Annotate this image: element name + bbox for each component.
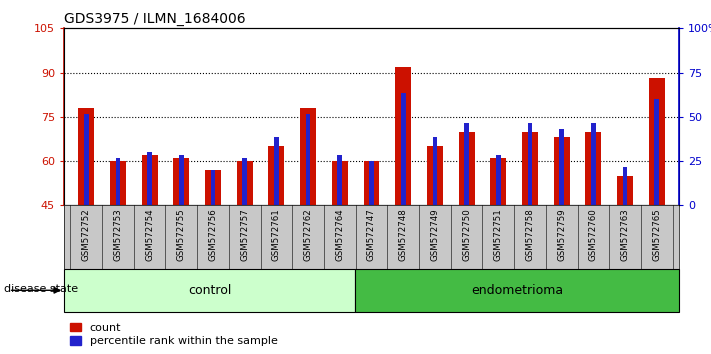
Text: GSM572764: GSM572764 — [336, 209, 344, 261]
Bar — [274, 137, 279, 205]
Text: GSM572761: GSM572761 — [272, 209, 281, 261]
Text: GSM572752: GSM572752 — [82, 209, 91, 261]
Bar — [332, 161, 348, 205]
Bar — [210, 170, 215, 205]
Bar — [617, 176, 633, 205]
Bar — [491, 158, 506, 205]
Bar — [173, 158, 189, 205]
Bar — [496, 155, 501, 205]
Bar — [84, 114, 89, 205]
Bar — [522, 132, 538, 205]
Bar — [269, 146, 284, 205]
Text: GSM572760: GSM572760 — [589, 209, 598, 261]
Text: endometrioma: endometrioma — [471, 284, 563, 297]
Text: GSM572747: GSM572747 — [367, 209, 376, 261]
Bar — [300, 108, 316, 205]
Bar — [369, 161, 374, 205]
Bar — [560, 129, 564, 205]
Bar — [528, 123, 533, 205]
Bar — [464, 123, 469, 205]
Bar — [110, 161, 126, 205]
Text: GDS3975 / ILMN_1684006: GDS3975 / ILMN_1684006 — [64, 12, 245, 26]
Bar — [115, 158, 120, 205]
Bar — [141, 155, 158, 205]
Bar — [205, 170, 221, 205]
Bar — [64, 269, 356, 312]
Text: GSM572751: GSM572751 — [494, 209, 503, 261]
Text: GSM572763: GSM572763 — [621, 209, 630, 261]
Bar — [395, 67, 411, 205]
Bar — [591, 123, 596, 205]
Text: GSM572759: GSM572759 — [557, 209, 566, 261]
Bar — [459, 132, 474, 205]
Text: GSM572758: GSM572758 — [525, 209, 535, 261]
Bar — [623, 167, 628, 205]
Bar — [338, 155, 342, 205]
Bar — [554, 137, 570, 205]
Text: GSM572748: GSM572748 — [399, 209, 407, 261]
Text: GSM572749: GSM572749 — [430, 209, 439, 261]
Legend: count, percentile rank within the sample: count, percentile rank within the sample — [70, 323, 277, 346]
Bar — [237, 161, 252, 205]
Bar — [654, 99, 659, 205]
Text: GSM572762: GSM572762 — [304, 209, 313, 261]
Bar — [401, 93, 405, 205]
Text: GSM572765: GSM572765 — [652, 209, 661, 261]
Text: GSM572757: GSM572757 — [240, 209, 249, 261]
Bar — [242, 158, 247, 205]
Text: GSM572754: GSM572754 — [145, 209, 154, 261]
Bar — [356, 269, 679, 312]
Bar — [147, 152, 152, 205]
Bar — [432, 137, 437, 205]
Bar — [306, 114, 311, 205]
Bar — [363, 161, 380, 205]
Text: GSM572755: GSM572755 — [177, 209, 186, 261]
Bar — [649, 79, 665, 205]
Text: control: control — [188, 284, 231, 297]
Text: disease state: disease state — [4, 284, 77, 293]
Bar — [585, 132, 602, 205]
Text: GSM572750: GSM572750 — [462, 209, 471, 261]
Text: GSM572756: GSM572756 — [208, 209, 218, 261]
Text: GSM572753: GSM572753 — [113, 209, 122, 261]
Bar — [427, 146, 443, 205]
Bar — [179, 155, 183, 205]
Bar — [78, 108, 94, 205]
